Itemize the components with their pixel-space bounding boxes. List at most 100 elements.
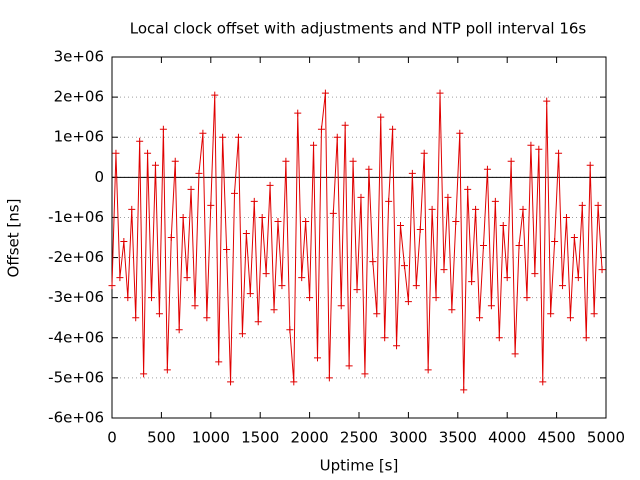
data-point — [586, 161, 594, 169]
data-point — [179, 213, 187, 221]
data-point — [424, 366, 432, 374]
data-point — [519, 205, 527, 213]
data-point — [523, 294, 531, 302]
y-tick-label: -3e+06 — [48, 288, 104, 306]
data-point — [298, 274, 306, 282]
data-point — [452, 217, 460, 225]
data-point — [325, 374, 333, 382]
data-point — [144, 149, 152, 157]
data-point — [274, 217, 282, 225]
x-tick-label: 0 — [107, 429, 117, 447]
x-tick-label: 4000 — [488, 429, 526, 447]
data-point — [373, 310, 381, 318]
x-tick-label: 3000 — [389, 429, 427, 447]
data-point — [128, 205, 136, 213]
y-tick-label: -6e+06 — [48, 409, 104, 427]
data-point — [337, 302, 345, 310]
data-point — [531, 270, 539, 278]
data-point — [132, 314, 140, 322]
data-point — [551, 238, 559, 246]
data-point — [555, 149, 563, 157]
data-point — [349, 157, 357, 165]
data-point — [393, 342, 401, 350]
y-tick-label: -4e+06 — [48, 328, 104, 346]
data-point — [381, 334, 389, 342]
data-point — [511, 350, 519, 358]
data-point — [203, 314, 211, 322]
data-point — [369, 258, 377, 266]
data-point — [234, 133, 242, 141]
data-point — [396, 221, 404, 229]
data-point — [219, 133, 227, 141]
data-point — [207, 201, 215, 209]
data-point — [444, 193, 452, 201]
data-point — [357, 193, 365, 201]
data-point — [317, 125, 325, 133]
data-point — [535, 145, 543, 153]
data-point — [432, 294, 440, 302]
y-tick-label: 3e+06 — [54, 48, 104, 66]
data-point — [598, 266, 606, 274]
data-point — [199, 129, 207, 137]
data-point — [163, 366, 171, 374]
data-point — [543, 97, 551, 105]
data-point — [436, 89, 444, 97]
data-point — [559, 282, 567, 290]
data-point — [353, 286, 361, 294]
data-point — [590, 310, 598, 318]
data-point — [242, 229, 250, 237]
data-point — [195, 169, 203, 177]
data-point — [539, 378, 547, 386]
data-point — [238, 330, 246, 338]
data-point — [254, 318, 262, 326]
data-point — [468, 278, 476, 286]
data-point — [294, 109, 302, 117]
data-point — [495, 334, 503, 342]
data-point — [408, 169, 416, 177]
y-tick-label: -2e+06 — [48, 248, 104, 266]
data-point — [262, 270, 270, 278]
data-point — [412, 282, 420, 290]
chart-title: Local clock offset with adjustments and … — [130, 20, 587, 38]
x-tick-label: 2500 — [340, 429, 378, 447]
data-point — [140, 370, 148, 378]
data-point — [527, 141, 535, 149]
data-point — [345, 362, 353, 370]
data-point — [124, 294, 132, 302]
data-point — [286, 326, 294, 334]
data-point — [456, 129, 464, 137]
data-point — [167, 234, 175, 241]
data-point — [211, 91, 219, 99]
data-point — [108, 282, 116, 290]
data-point — [377, 113, 385, 121]
data-point — [278, 282, 286, 290]
x-tick-label: 500 — [147, 429, 176, 447]
data-point — [282, 157, 290, 165]
data-point — [420, 149, 428, 157]
data-point — [594, 201, 602, 209]
data-point — [151, 161, 159, 169]
data-point — [223, 246, 231, 254]
data-point — [400, 262, 408, 270]
data-point — [562, 213, 570, 221]
data-point — [578, 201, 586, 209]
data-point — [302, 217, 310, 225]
data-point — [483, 165, 491, 173]
data-point — [227, 378, 235, 386]
data-point — [120, 238, 128, 246]
data-point — [333, 133, 341, 141]
data-point — [112, 149, 120, 157]
data-point — [155, 310, 163, 318]
data-point — [310, 141, 318, 149]
data-point — [187, 185, 195, 193]
x-tick-label: 5000 — [587, 429, 625, 447]
data-point — [416, 225, 424, 233]
data-point — [290, 378, 298, 386]
data-point — [175, 326, 183, 334]
data-point — [171, 157, 179, 165]
x-axis-label: Uptime [s] — [320, 457, 399, 475]
data-point — [246, 290, 254, 298]
y-axis-label: Offset [ns] — [5, 199, 23, 278]
data-point — [460, 386, 468, 394]
plot-border — [111, 56, 607, 419]
